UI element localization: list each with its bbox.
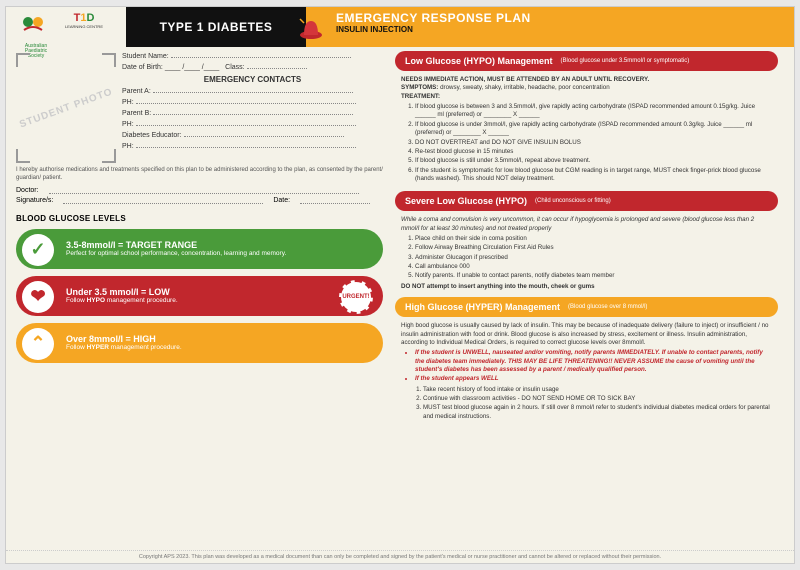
target-range-pill: ✓ 3.5-8mmol/l = TARGET RANGE Perfect for…: [16, 229, 383, 269]
hypo-t3: DO NOT OVERTREAT and DO NOT GIVE INSULIN…: [415, 139, 772, 147]
high-title: Over 8mmol/l = HIGH: [66, 334, 373, 344]
label-parent-a: Parent A:: [122, 88, 151, 95]
low-title: Under 3.5 mmol/l = LOW: [66, 287, 373, 297]
right-column: Low Glucose (HYPO) Management (Blood glu…: [391, 47, 786, 551]
severe-s5: Notify parents. If unable to contact par…: [415, 272, 772, 280]
down-chevron-icon: ❤: [22, 281, 54, 313]
authorisation-text: I hereby authorise medications and treat…: [16, 167, 383, 183]
severe-body: While a coma and convulsion is very unco…: [395, 214, 778, 297]
logos: Australian Paediatric Society T1D LEARNI…: [6, 7, 126, 47]
left-column: STUDENT PHOTO Student Name: Date of Birt…: [6, 47, 391, 551]
erp-subtitle: INSULIN INJECTION: [306, 25, 794, 34]
erp-title: EMERGENCY RESPONSE PLAN: [306, 7, 794, 25]
footer-copyright: Copyright APS 2023. This plan was develo…: [6, 550, 794, 563]
hypo-t1: If blood glucose is between 3 and 3.5mmo…: [415, 103, 772, 120]
label-parent-b: Parent B:: [122, 110, 151, 117]
high-pill: ⌃ Over 8mmol/l = HIGH Follow HYPER manag…: [16, 323, 383, 363]
hyper-w2: Continue with classroom activities - DO …: [423, 395, 772, 403]
aps-logo: Australian Paediatric Society: [16, 12, 56, 42]
emergency-contacts-title: EMERGENCY CONTACTS: [122, 75, 383, 84]
label-signature: Signature/s:: [16, 197, 53, 204]
label-date: Date:: [273, 197, 290, 204]
t1d-logo: T1D LEARNING CENTRE: [64, 12, 104, 42]
student-photo-placeholder: STUDENT PHOTO: [16, 53, 116, 163]
bgl-title: BLOOD GLUCOSE LEVELS: [16, 214, 383, 223]
hyper-body: High bood glucose is usually caused by l…: [395, 320, 778, 429]
hyper-w1: Take recent history of food intake or in…: [423, 386, 772, 394]
form-fields: Student Name: Date of Birth: ____ /____ …: [122, 53, 383, 163]
up-chevron-icon: ⌃: [22, 328, 54, 360]
check-icon: ✓: [22, 234, 54, 266]
hyper-header: High Glucose (HYPER) Management (Blood g…: [395, 297, 778, 317]
label-doctor: Doctor:: [16, 187, 39, 194]
hypo-header: Low Glucose (HYPO) Management (Blood glu…: [395, 51, 778, 71]
low-sub: Follow HYPO management procedure.: [66, 297, 373, 304]
label-ph-b: PH:: [122, 121, 134, 128]
label-ph-de: PH:: [122, 143, 134, 150]
severe-header: Severe Low Glucose (HYPO) (Child unconsc…: [395, 191, 778, 211]
header: Australian Paediatric Society T1D LEARNI…: [6, 7, 794, 47]
target-sub: Perfect for optimal school performance, …: [66, 250, 373, 257]
hypo-t4: Re-test blood glucose in 15 minutes: [415, 148, 772, 156]
title-type1: TYPE 1 DIABETES: [126, 7, 306, 47]
low-pill: ❤ URGENT! Under 3.5 mmol/l = LOW Follow …: [16, 276, 383, 316]
hypo-t5: If blood glucose is still under 3.5mmol/…: [415, 157, 772, 165]
target-title: 3.5-8mmol/l = TARGET RANGE: [66, 240, 373, 250]
severe-s2: Follow Airway Breathing Circulation Firs…: [415, 244, 772, 252]
hypo-t2: If blood glucose is under 3mmol/l, give …: [415, 121, 772, 138]
urgent-badge: URGENT!: [339, 280, 373, 314]
severe-s3: Administer Glucagon if prescribed: [415, 254, 772, 262]
label-student-name: Student Name:: [122, 53, 169, 60]
severe-s4: Call ambulance 000: [415, 263, 772, 271]
label-dob: Date of Birth:: [122, 64, 163, 71]
severe-s1: Place child on their side in coma positi…: [415, 235, 772, 243]
hyper-well-hdr: If the student appears WELL: [415, 375, 772, 383]
student-form: STUDENT PHOTO Student Name: Date of Birt…: [16, 53, 383, 163]
hypo-t6: If the student is symptomatic for low bl…: [415, 167, 772, 184]
hyper-unwell: If the student is UNWELL, nauseated and/…: [415, 349, 772, 374]
title-erp: EMERGENCY RESPONSE PLAN INSULIN INJECTIO…: [306, 7, 794, 47]
label-class: Class:: [225, 64, 244, 71]
hyper-w3: MUST test blood glucose again in 2 hours…: [423, 404, 772, 421]
label-ph-a: PH:: [122, 99, 134, 106]
label-de: Diabetes Educator:: [122, 132, 182, 139]
emergency-plan-document: Australian Paediatric Society T1D LEARNI…: [5, 6, 795, 564]
hypo-body: NEEDS IMMEDIATE ACTION, MUST BE ATTENDED…: [395, 74, 778, 191]
high-sub: Follow HYPER management procedure.: [66, 344, 373, 351]
siren-icon: [298, 13, 324, 41]
